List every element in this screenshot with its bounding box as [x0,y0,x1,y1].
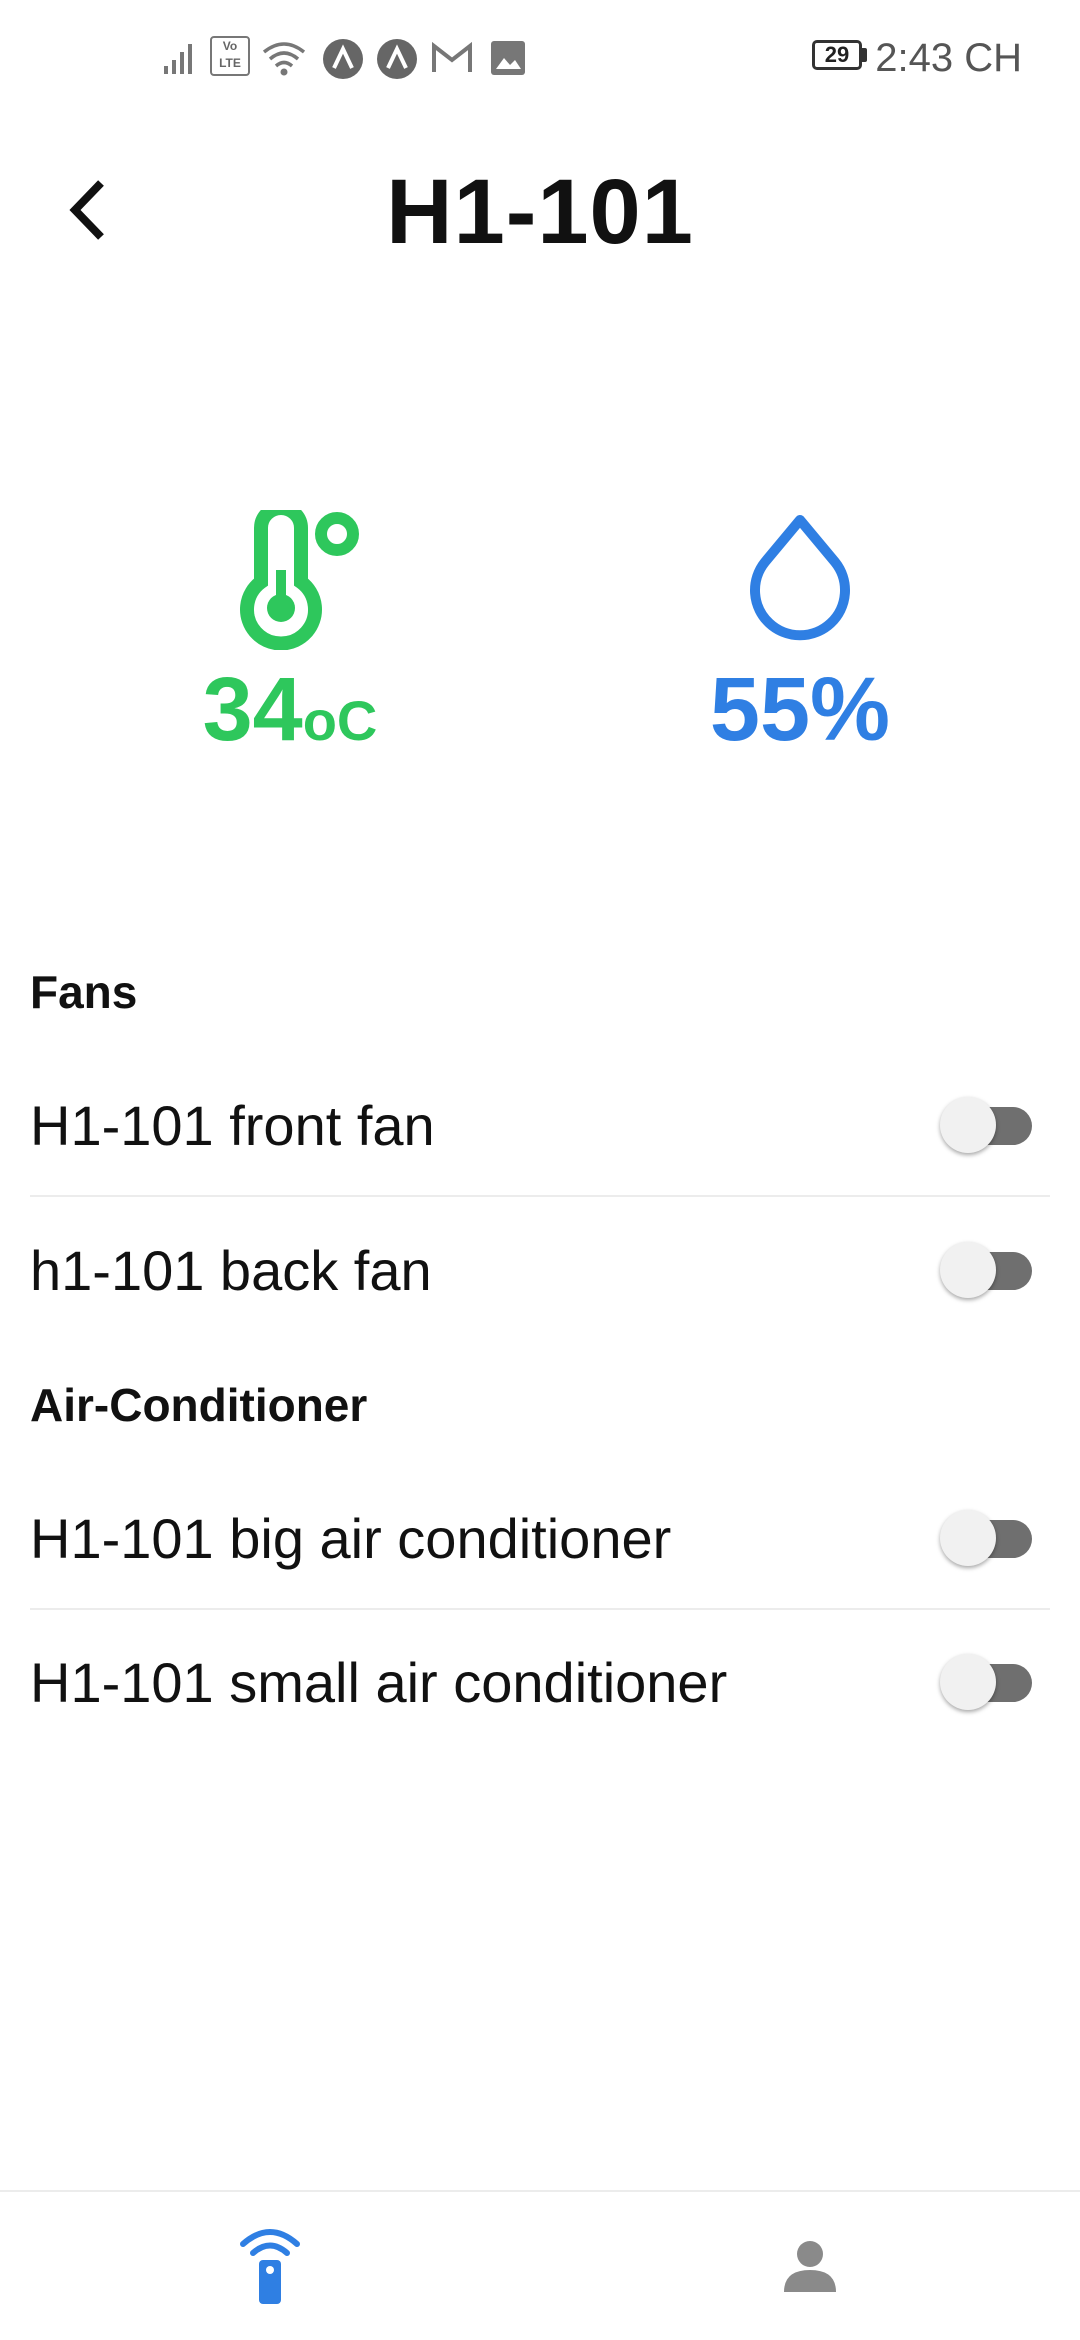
toggle-knob [940,1510,996,1566]
device-toggle[interactable] [940,1240,1040,1300]
volte-label: Vo LTE [219,39,241,70]
person-icon [784,2241,836,2292]
signal-icon [164,44,192,74]
device-name: H1-101 front fan [30,1093,435,1157]
gmail-icon [432,41,472,72]
temperature-value: 34oC [160,665,420,755]
nav-remote-tab[interactable] [200,2192,340,2340]
status-bar: Vo LTE 29 2:43 CH [0,0,1080,120]
device-toggle[interactable] [940,1508,1040,1568]
bottom-nav [0,2190,1080,2340]
section-title-fans: Fans [30,966,138,1018]
battery-tip [862,48,867,62]
chevron-left-icon [69,180,104,240]
device-name: h1-101 back fan [30,1238,432,1302]
device-row: H1-101 front fan [30,1055,1050,1197]
battery-icon: 29 [812,40,862,70]
page-title: H1-101 [386,161,694,263]
nav-profile-tab[interactable] [740,2192,880,2340]
toggle-knob [940,1654,996,1710]
device-toggle[interactable] [940,1095,1040,1155]
section-title-air-conditioner: Air-Conditioner [30,1379,368,1431]
thermometer-icon [240,501,359,651]
humidity-value: 55% [709,660,891,760]
status-time: 2:43 CH [875,36,1022,80]
device-row: H1-101 big air conditioner [30,1468,1050,1610]
water-drop-icon [750,515,850,641]
device-toggle[interactable] [940,1652,1040,1712]
battery-level: 29 [824,42,850,67]
image-icon [491,41,525,75]
remote-control-icon [240,2229,300,2304]
toggle-knob [940,1097,996,1153]
app-notification-icon [377,39,417,79]
device-name: H1-101 big air conditioner [30,1506,672,1570]
temperature-unit: oC [302,689,378,752]
device-name: H1-101 small air conditioner [30,1650,728,1714]
toggle-knob [940,1242,996,1298]
app-notification-icon [323,39,363,79]
temperature-sensor: 34oC [160,501,420,755]
back-button[interactable] [48,170,128,250]
temperature-number: 34 [202,660,303,760]
wifi-icon [262,42,306,76]
device-row: h1-101 back fan [30,1200,1050,1340]
device-row: H1-101 small air conditioner [30,1612,1050,1752]
volte-icon: Vo LTE [210,36,250,76]
humidity-sensor: 55% [680,510,920,755]
